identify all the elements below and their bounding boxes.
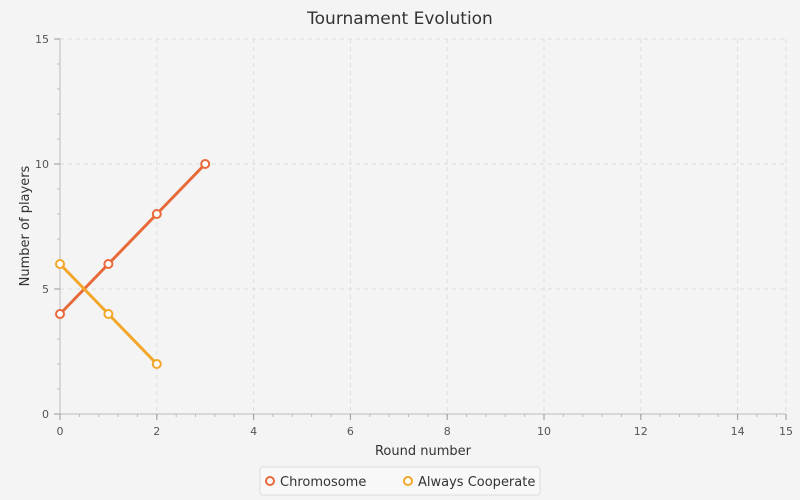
legend-label: Always Cooperate <box>418 475 535 490</box>
series-line <box>58 162 207 316</box>
series-always-cooperate <box>55 259 162 369</box>
x-tick-label: 6 <box>347 425 354 438</box>
x-tick-label: 4 <box>250 425 257 438</box>
tick-labels: 0 2 4 6 8 10 12 14 15 0 5 10 15 <box>35 33 793 438</box>
legend-item[interactable]: Always Cooperate <box>403 475 535 490</box>
data-point[interactable] <box>55 259 65 269</box>
data-point[interactable] <box>55 309 65 319</box>
legend-box <box>259 466 541 496</box>
legend-item[interactable]: Chromosome <box>265 475 366 490</box>
y-tick-label: 10 <box>35 158 49 171</box>
legend-label: Chromosome <box>280 475 366 490</box>
data-point[interactable] <box>103 309 114 319</box>
y-tick-label: 0 <box>42 408 49 421</box>
data-point[interactable] <box>200 159 211 169</box>
x-tick-label: 2 <box>153 425 160 438</box>
x-axis-label: Round number <box>375 444 472 459</box>
x-tick-label: 10 <box>537 425 551 438</box>
series-chromosome <box>55 159 211 319</box>
series <box>55 159 211 369</box>
chart-title: Tournament Evolution <box>306 9 493 29</box>
x-tick-label: 12 <box>634 425 648 438</box>
x-tick-label: 14 <box>731 425 745 438</box>
data-point[interactable] <box>151 209 162 219</box>
y-tick-label: 15 <box>35 33 49 46</box>
legend-marker <box>403 476 413 486</box>
x-tick-label: 8 <box>444 425 451 438</box>
grid <box>60 38 787 414</box>
data-point[interactable] <box>103 259 114 269</box>
x-tick-label: 15 <box>779 425 793 438</box>
legend-marker <box>265 476 275 486</box>
x-tick-label: 0 <box>57 425 64 438</box>
axes <box>54 38 787 420</box>
y-axis-label: Number of players <box>18 165 33 286</box>
y-tick-label: 5 <box>42 283 49 296</box>
legend: Chromosome Always Cooperate <box>259 466 541 496</box>
data-point[interactable] <box>151 359 162 369</box>
